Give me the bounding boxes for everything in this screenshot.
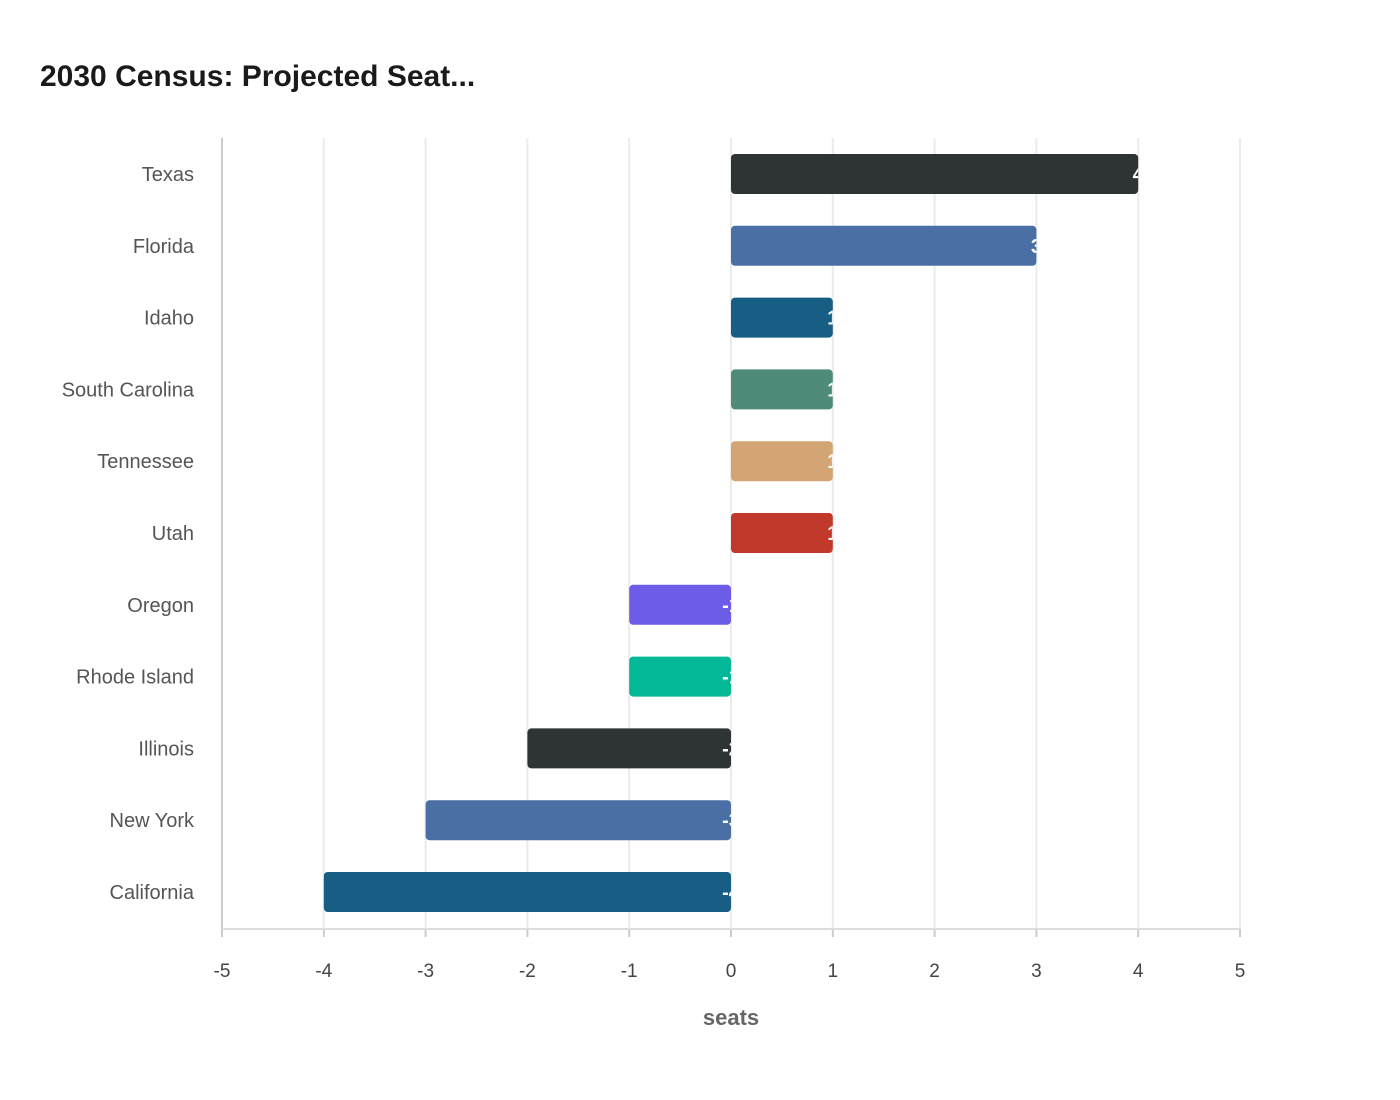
y-category-label: Texas xyxy=(142,164,194,186)
x-tick-label: 2 xyxy=(929,961,940,982)
data-label: -3 xyxy=(722,810,740,832)
bar-south-carolina xyxy=(731,369,833,410)
y-category-label: New York xyxy=(110,810,195,832)
y-category-label: Idaho xyxy=(144,308,194,330)
y-category-label: Tennessee xyxy=(97,451,194,473)
x-tick-label: 1 xyxy=(828,961,839,982)
x-tick-label: -1 xyxy=(621,961,638,982)
y-category-label: Illinois xyxy=(138,738,194,760)
x-axis-label: seats xyxy=(703,1005,759,1030)
x-tick-label: 4 xyxy=(1133,961,1144,982)
y-category-label: California xyxy=(110,882,195,904)
y-category-label: Rhode Island xyxy=(76,667,194,689)
bar-new-york xyxy=(425,800,731,841)
x-tick-label: 5 xyxy=(1235,961,1246,982)
data-label: -4 xyxy=(722,882,741,904)
bar-florida xyxy=(731,225,1037,266)
data-label: 1 xyxy=(827,451,838,473)
x-tick-label: -2 xyxy=(519,961,536,982)
bar-idaho xyxy=(731,297,833,338)
data-label: 4 xyxy=(1133,164,1145,186)
x-tick-label: 3 xyxy=(1031,961,1042,982)
data-label: -2 xyxy=(722,738,740,760)
x-tick-label: 0 xyxy=(726,961,737,982)
bar-texas xyxy=(731,154,1139,194)
data-label: 1 xyxy=(827,379,838,401)
chart-title: 2030 Census: Projected Seat... xyxy=(40,60,476,93)
data-label: 1 xyxy=(827,308,838,330)
x-tick-label: -4 xyxy=(315,961,332,982)
y-category-label: South Carolina xyxy=(62,379,195,401)
data-label: 1 xyxy=(827,523,838,545)
y-category-label: Florida xyxy=(133,236,195,258)
data-label: -1 xyxy=(722,595,740,617)
y-category-label: Utah xyxy=(152,523,194,545)
bar-tennessee xyxy=(731,441,833,482)
bar-rhode-island xyxy=(629,656,731,697)
bar-illinois xyxy=(527,728,731,769)
data-label: -1 xyxy=(722,667,740,689)
bar-utah xyxy=(731,513,833,553)
bar-california xyxy=(323,872,731,912)
bar-oregon xyxy=(629,584,731,625)
x-tick-label: -5 xyxy=(214,961,231,982)
data-label: 3 xyxy=(1031,236,1042,258)
x-tick-label: -3 xyxy=(417,961,434,982)
y-category-label: Oregon xyxy=(127,595,194,617)
